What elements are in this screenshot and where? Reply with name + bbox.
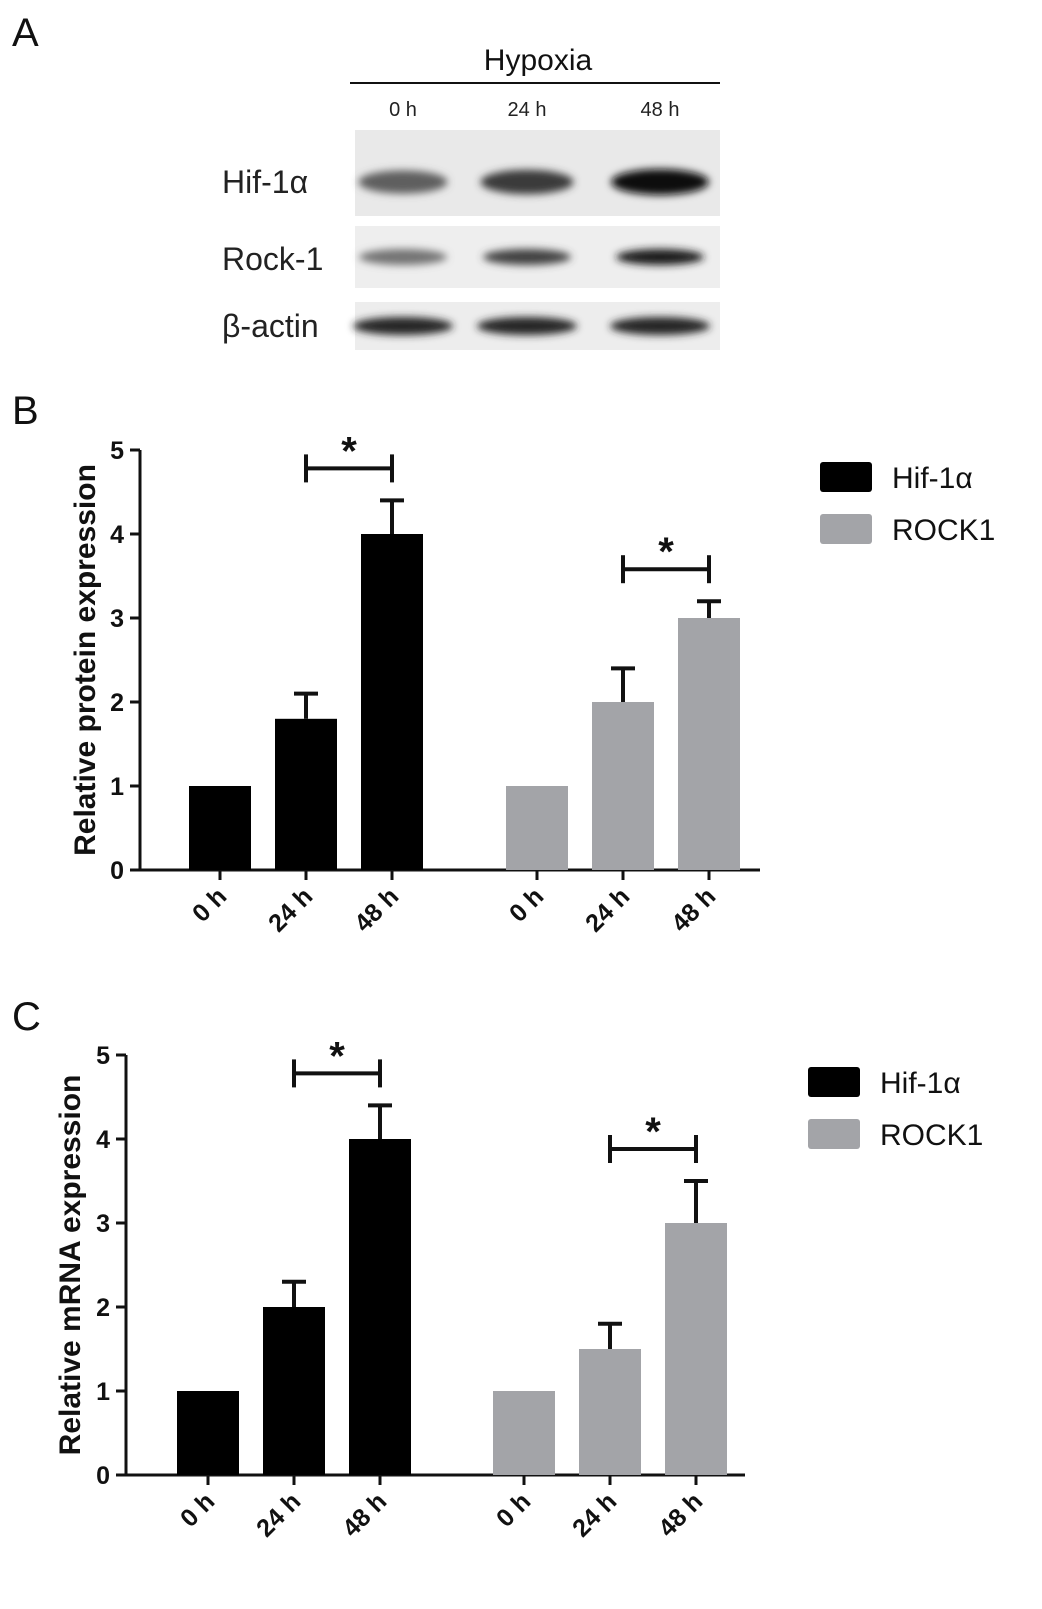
y-tick-label: 5: [96, 1042, 110, 1070]
blot-row-hif: Hif-1α: [222, 130, 720, 216]
blot-band-hif-0: [358, 170, 448, 194]
bar-rock-0: [506, 786, 568, 870]
panel-letter-b: B: [12, 389, 39, 433]
y-axis-label: Relative protein expression: [69, 464, 102, 856]
blot-band-rock-1: [483, 249, 571, 265]
x-tick-label: 48 h: [666, 882, 721, 937]
blot-row-label-rock: Rock-1: [222, 241, 323, 277]
y-tick-label: 5: [110, 437, 124, 465]
western-blot-panel: A Hypoxia 0 h 24 h 48 h Hif-1α Rock-1 β-…: [12, 11, 720, 350]
bar-hif-1: [275, 718, 337, 870]
significance-star: *: [645, 1110, 661, 1154]
bar-hif-2: [349, 1139, 411, 1475]
significance-star: *: [658, 530, 674, 574]
blot-row-rock: Rock-1: [222, 226, 720, 288]
y-tick-label: 0: [110, 857, 124, 885]
x-tick-label: 24 h: [580, 882, 635, 937]
blot-band-rock-0: [359, 249, 447, 265]
blot-condition-label: Hypoxia: [484, 44, 593, 77]
blot-band-actin-0: [353, 317, 453, 335]
bar-rock-2: [665, 1223, 727, 1475]
bar-hif-1: [263, 1307, 325, 1475]
x-tick-label: 0 h: [491, 1487, 536, 1532]
blot-band-actin-2: [610, 317, 710, 335]
bar-hif-2: [361, 534, 423, 870]
y-axis-label: Relative mRNA expression: [54, 1075, 87, 1456]
y-tick-label: 2: [96, 1294, 110, 1322]
blot-row-label-hif: Hif-1α: [222, 164, 308, 200]
bar-hif-0: [177, 1391, 239, 1475]
legend-swatch-hif: [808, 1067, 860, 1097]
x-tick-label: 24 h: [263, 882, 318, 937]
legend-label-hif: Hif-1α: [880, 1067, 961, 1100]
bar-rock-1: [579, 1349, 641, 1475]
legend-swatch-rock: [808, 1119, 860, 1149]
x-tick-label: 24 h: [567, 1487, 622, 1542]
legend-label-rock: ROCK1: [892, 514, 995, 547]
legend-label-rock: ROCK1: [880, 1119, 983, 1152]
blot-band-hif-2: [611, 169, 709, 195]
y-tick-label: 3: [96, 1210, 110, 1238]
x-tick-label: 0 h: [175, 1487, 220, 1532]
y-tick-label: 3: [110, 605, 124, 633]
blot-band-hif-1: [480, 169, 574, 195]
x-tick-label: 48 h: [653, 1487, 708, 1542]
blot-column-label-24h: 24 h: [508, 99, 547, 121]
y-tick-label: 1: [110, 773, 124, 801]
blot-row-actin: β-actin: [222, 302, 720, 350]
x-tick-label: 24 h: [251, 1487, 306, 1542]
x-tick-label: 0 h: [504, 882, 549, 927]
y-tick-label: 1: [96, 1378, 110, 1406]
bar-hif-0: [189, 786, 251, 870]
significance-star: *: [329, 1034, 345, 1078]
blot-band-rock-2: [616, 249, 704, 265]
legend-swatch-hif: [820, 462, 872, 492]
bar-rock-0: [493, 1391, 555, 1475]
y-tick-label: 4: [96, 1126, 110, 1154]
legend-label-hif: Hif-1α: [892, 462, 973, 495]
blot-band-actin-1: [477, 317, 577, 335]
panel-letter-a: A: [12, 11, 39, 55]
panel-letter-c: C: [12, 995, 41, 1039]
bar-rock-2: [678, 618, 740, 870]
legend-swatch-rock: [820, 514, 872, 544]
x-tick-label: 48 h: [337, 1487, 392, 1542]
x-tick-label: 48 h: [349, 882, 404, 937]
significance-star: *: [341, 429, 357, 473]
bar-rock-1: [592, 702, 654, 870]
mrna-expression-chart: Relative mRNA expression 0 1 2 3 4 5 0 h 24 h 48 …: [54, 1034, 983, 1542]
blot-column-label-48h: 48 h: [641, 99, 680, 121]
blot-row-label-actin: β-actin: [222, 308, 319, 344]
y-tick-label: 0: [96, 1462, 110, 1490]
blot-column-label-0h: 0 h: [389, 99, 417, 121]
protein-expression-chart: Relative protein expression 0 1 2 3 4 5 0 h 24 h…: [69, 429, 995, 937]
y-tick-label: 2: [110, 689, 124, 717]
y-tick-label: 4: [110, 521, 124, 549]
x-tick-label: 0 h: [187, 882, 232, 927]
